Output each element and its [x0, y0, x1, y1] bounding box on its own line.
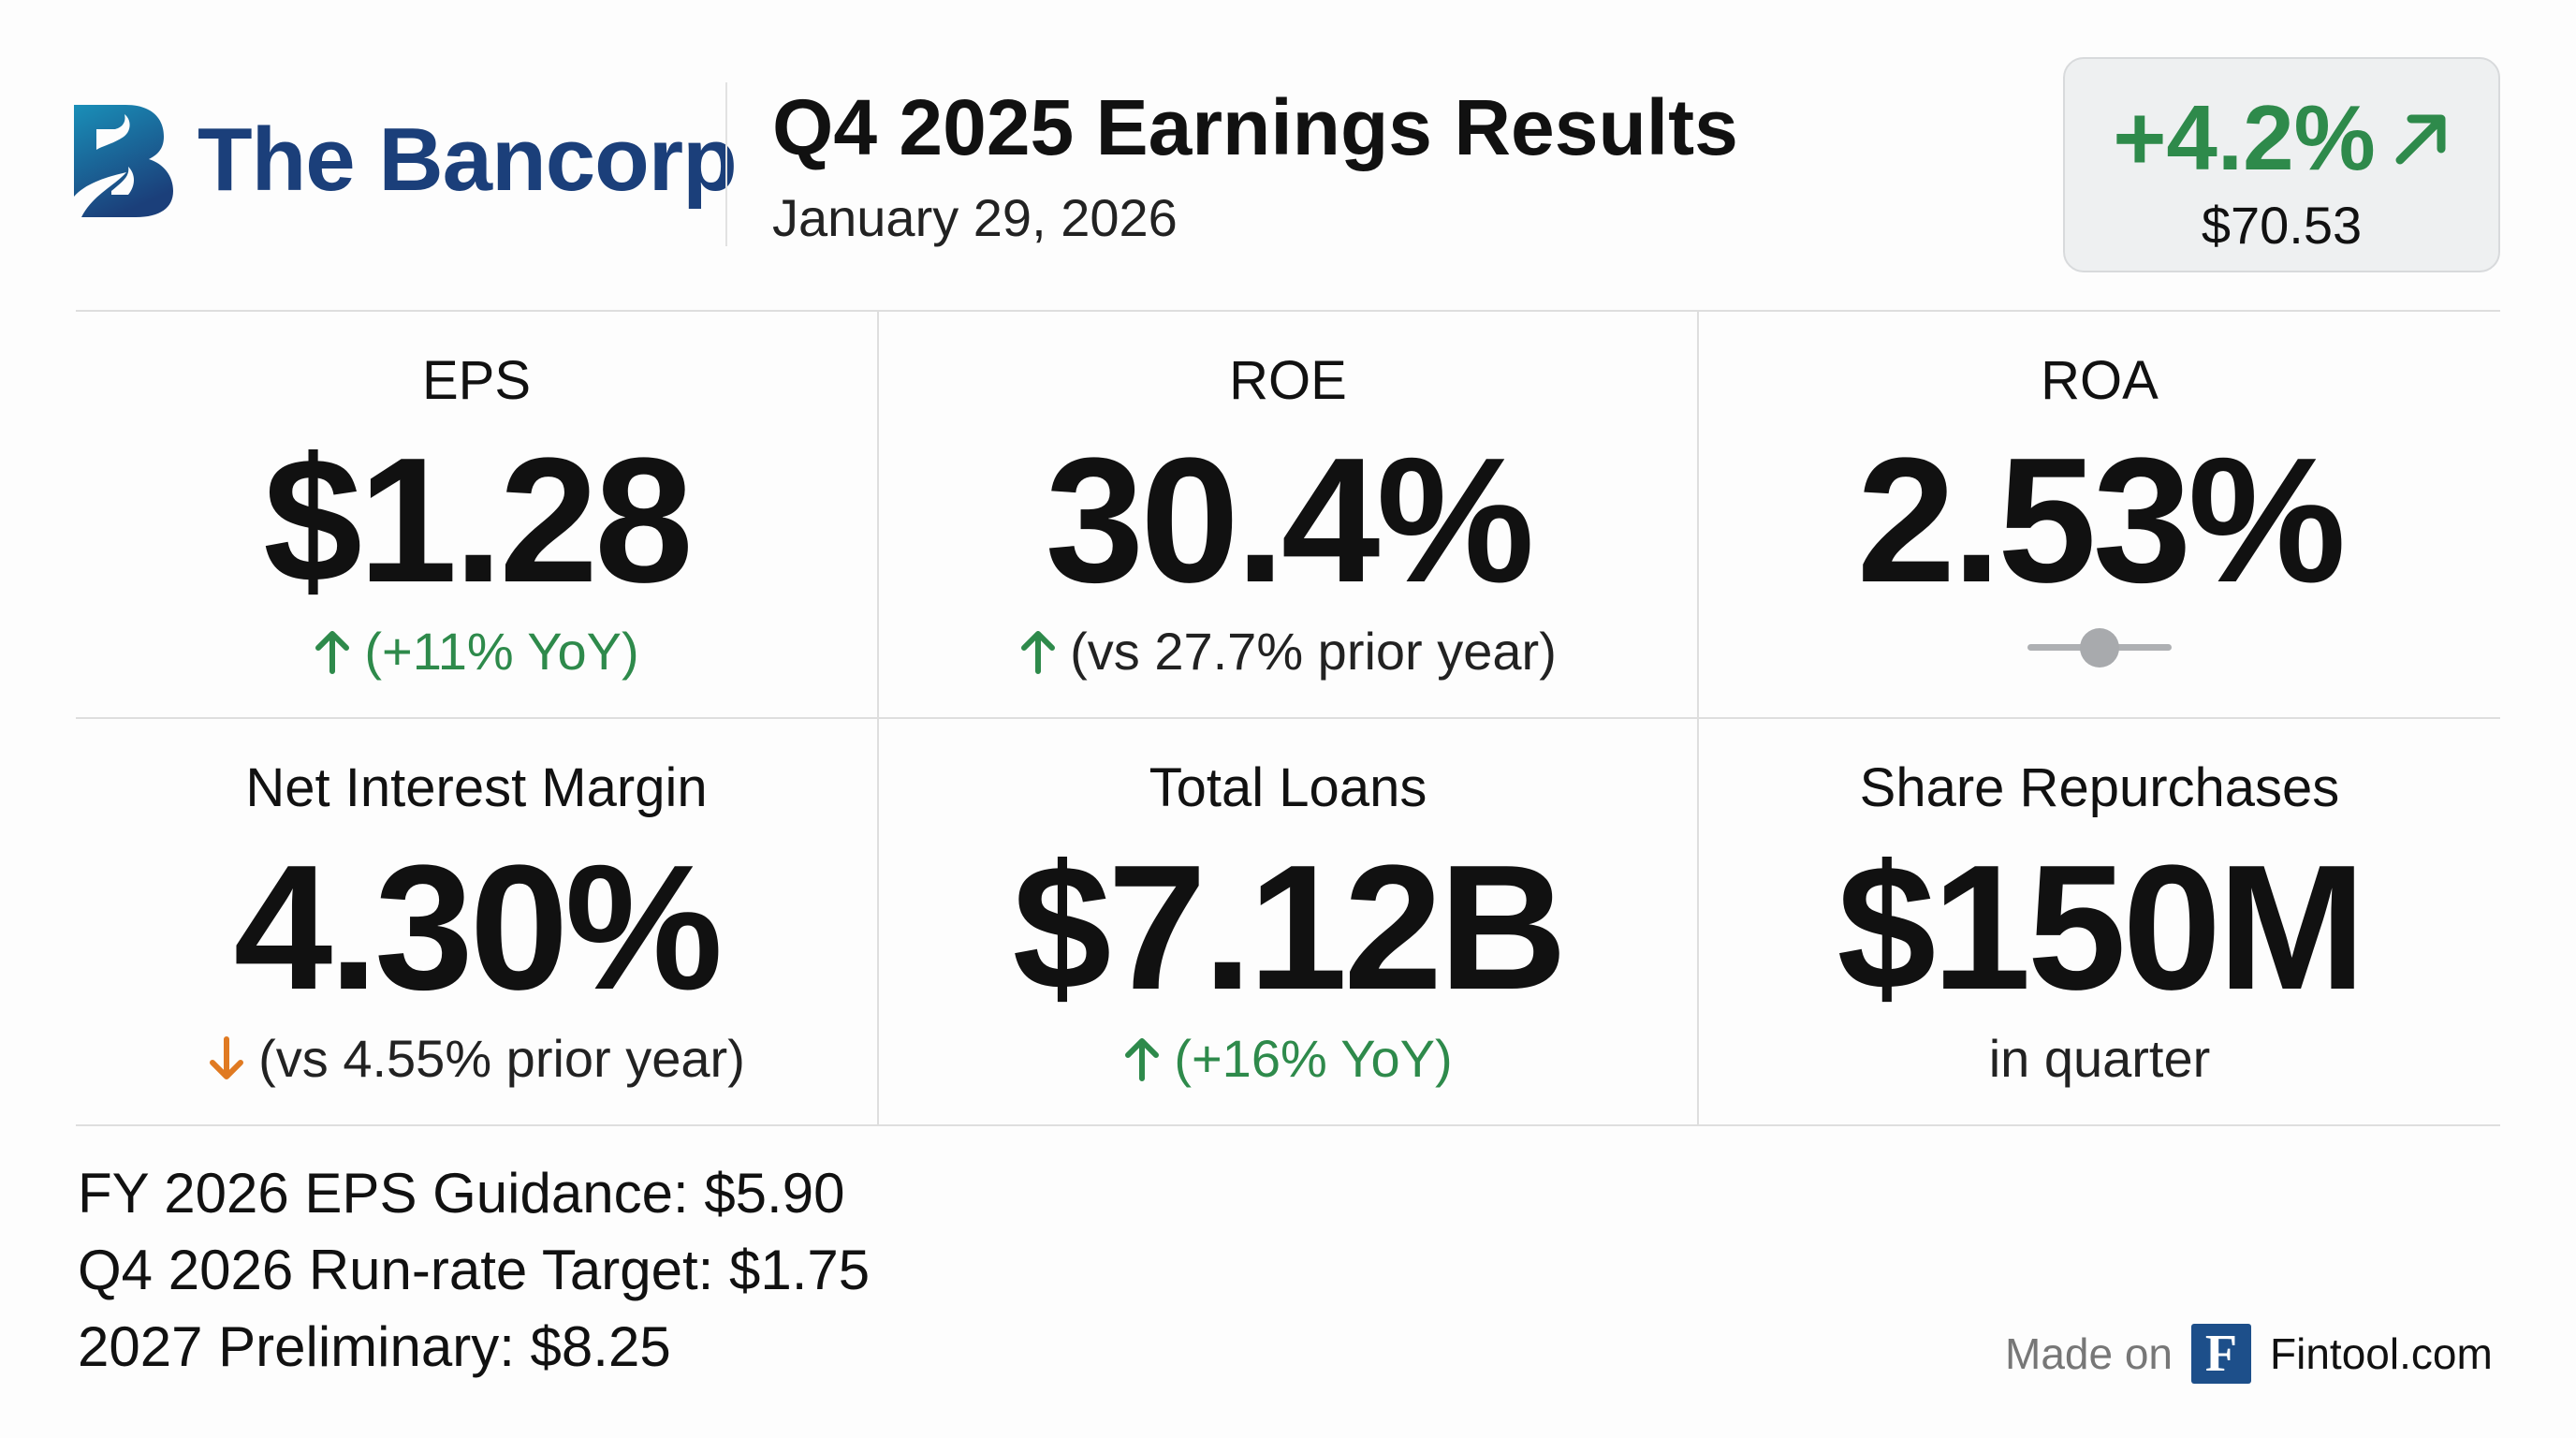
metric-sub: (+11% YoY): [364, 622, 639, 681]
metric-total-loans: Total Loans $7.12B (+16% YoY): [877, 719, 1697, 1126]
metric-roe: ROE 30.4% (vs 27.7% prior year): [877, 312, 1697, 719]
metrics-grid: EPS $1.28 (+11% YoY) ROE 30.4% (vs 27.7%…: [76, 310, 2500, 1126]
metric-value: 4.30%: [233, 829, 724, 1027]
metric-share-repurchases: Share Repurchases $150M in quarter: [1697, 719, 2500, 1126]
metric-value: $150M: [1837, 829, 2366, 1027]
metric-roa: ROA 2.53%: [1697, 312, 2500, 719]
metric-sub: (vs 27.7% prior year): [1070, 622, 1557, 681]
arrow-up-right-icon: [2395, 114, 2446, 164]
metric-label: ROE: [1229, 350, 1347, 411]
report-date: January 29, 2026: [772, 188, 1178, 247]
metric-label: ROA: [2041, 350, 2159, 411]
guidance-line: FY 2026 EPS Guidance: $5.90: [78, 1162, 845, 1225]
fintool-link[interactable]: Fintool.com: [2270, 1329, 2493, 1378]
fintool-attribution[interactable]: Made on F Fintool.com: [2005, 1324, 2493, 1384]
metric-value: $1.28: [263, 421, 693, 620]
metric-value: 2.53%: [1856, 421, 2347, 620]
arrow-down-icon: [210, 1035, 244, 1079]
metric-value: 30.4%: [1045, 421, 1535, 620]
metric-sub: in quarter: [1988, 1029, 2211, 1088]
metric-nim: Net Interest Margin 4.30% (vs 4.55% prio…: [76, 719, 877, 1126]
guidance-line: Q4 2026 Run-rate Target: $1.75: [78, 1239, 871, 1301]
metric-label: EPS: [421, 350, 532, 411]
metric-label: Net Interest Margin: [245, 757, 708, 818]
metric-label: Total Loans: [1149, 757, 1427, 818]
arrow-up-icon: [1021, 630, 1056, 674]
metric-sub: (vs 4.55% prior year): [258, 1029, 745, 1088]
arrow-up-icon: [1125, 1037, 1160, 1081]
made-on-text: Made on: [2005, 1329, 2174, 1378]
stock-change: +4.2%: [2113, 86, 2376, 189]
bancorp-logo-icon: [74, 105, 173, 217]
guidance-line: 2027 Preliminary: $8.25: [78, 1315, 671, 1378]
neutral-trend-icon: [2027, 619, 2172, 675]
metric-label: Share Repurchases: [1859, 757, 2340, 818]
header-divider: [725, 82, 727, 246]
page-title: Q4 2025 Earnings Results: [772, 83, 1738, 171]
metric-eps: EPS $1.28 (+11% YoY): [76, 312, 877, 719]
fintool-logo-icon: F: [2191, 1324, 2252, 1384]
metric-sub: (+16% YoY): [1174, 1029, 1453, 1088]
company-name: The Bancorp: [198, 110, 738, 210]
stock-change-badge: +4.2% $70.53: [2063, 57, 2500, 272]
metric-value: $7.12B: [1012, 829, 1568, 1027]
arrow-up-icon: [315, 630, 350, 674]
stock-price: $70.53: [2201, 196, 2363, 255]
